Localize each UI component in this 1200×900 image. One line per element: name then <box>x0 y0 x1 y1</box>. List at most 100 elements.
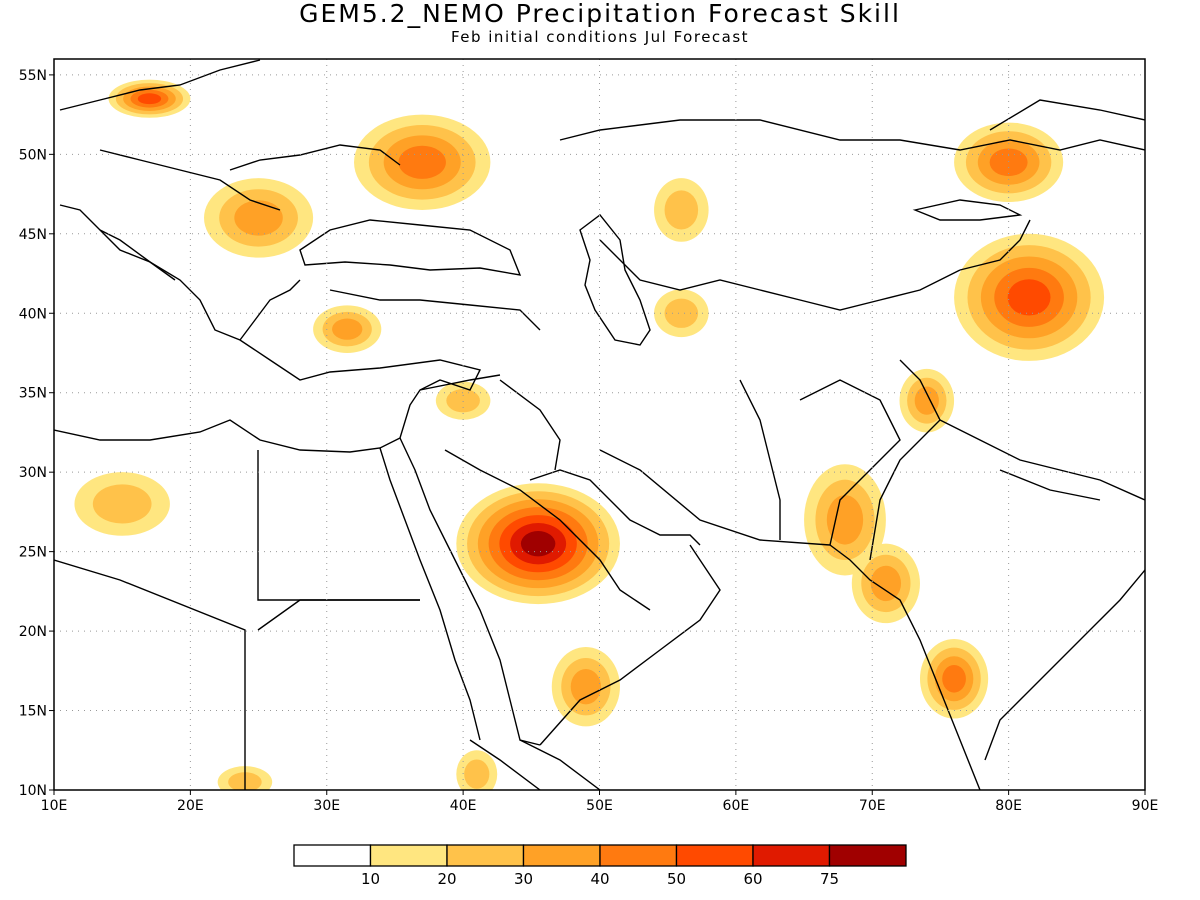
lon-tick-label: 80E <box>995 798 1022 814</box>
coastline-aegean <box>239 279 301 341</box>
lon-tick-label: 30E <box>313 798 340 814</box>
skill-level-2 <box>664 190 699 230</box>
colorbar-swatch <box>599 844 678 867</box>
skill-region-yemen <box>551 646 620 727</box>
skill-region-balkans <box>204 178 314 258</box>
coastline-baltic <box>59 59 261 111</box>
coastline-adriatic <box>99 229 176 281</box>
skill-level-2 <box>664 298 699 328</box>
skill-region-syria <box>435 381 491 420</box>
lat-tick-label: 50N <box>19 147 47 163</box>
skill-level-7 <box>520 530 556 557</box>
skill-level-3 <box>234 200 283 236</box>
colorbar-label: 60 <box>743 870 762 888</box>
chart-subtitle: Feb initial conditions Jul Forecast <box>450 28 750 46</box>
skill-region-poland <box>108 79 191 118</box>
skill-region-central-india <box>919 639 989 719</box>
lat-tick-label: 10N <box>19 783 47 799</box>
skill-region-ethiopia <box>456 750 498 790</box>
border-iran-afghan <box>739 379 781 540</box>
colorbar-label: 20 <box>437 870 456 888</box>
border-saudi <box>444 449 651 611</box>
colorbar-label: 50 <box>667 870 686 888</box>
border-ukraine <box>229 144 401 171</box>
coastline-layer <box>54 59 1145 790</box>
colorbar-swatch <box>752 844 831 867</box>
skill-region-turkey-west <box>313 305 382 353</box>
border-india-pak <box>869 359 941 561</box>
skill-level-2 <box>464 759 490 789</box>
coastline-black-sea <box>299 219 522 276</box>
coastline-balkash <box>912 199 1023 221</box>
skill-level-2 <box>92 484 152 524</box>
lon-tick-label: 20E <box>177 798 204 814</box>
skill-level-3 <box>332 318 363 340</box>
lat-tick-label: 20N <box>19 624 47 640</box>
coastline-red-sea <box>399 437 541 746</box>
lat-tick-label: 35N <box>19 386 47 402</box>
colorbar-swatch <box>293 844 372 867</box>
coastline-india-west <box>829 544 981 790</box>
coastline-red-sea-west <box>379 447 481 741</box>
lon-tick-label: 70E <box>859 798 886 814</box>
border-turkey <box>329 289 541 331</box>
skill-level-5 <box>137 93 162 105</box>
lon-tick-label: 90E <box>1132 798 1159 814</box>
lon-tick-label: 60E <box>723 798 750 814</box>
skill-region-mongolia-xinjiang <box>954 233 1105 361</box>
border-ethiopia <box>469 739 541 790</box>
lon-tick-label: 10E <box>41 798 68 814</box>
skill-region-arabia <box>456 483 620 605</box>
skill-level-4 <box>398 145 446 179</box>
skill-level-4 <box>989 148 1028 177</box>
border-europe-central <box>99 149 281 211</box>
lat-tick-label: 15N <box>19 704 47 720</box>
skill-region-pakistan <box>804 464 886 576</box>
skill-level-3 <box>826 495 864 545</box>
border-syria-iraq <box>419 374 501 391</box>
coastline-arabia-south <box>539 544 721 746</box>
colorbar-swatch <box>369 844 448 867</box>
lon-tick-label: 40E <box>450 798 477 814</box>
coastline-mediterranean <box>54 204 482 453</box>
lat-tick-label: 55N <box>19 68 47 84</box>
skill-region-ukraine <box>354 114 491 210</box>
border-himalaya <box>939 419 1145 501</box>
skill-region-gujarat <box>851 543 920 624</box>
chart-title: GEM5.2_NEMO Precipitation Forecast Skill <box>299 0 901 28</box>
border-sudan <box>257 599 420 631</box>
colorbar-swatch <box>522 844 601 867</box>
lat-tick-label: 45N <box>19 227 47 243</box>
skill-level-5 <box>1007 279 1051 316</box>
border-africa <box>54 559 246 790</box>
colorbar-label: 10 <box>361 870 380 888</box>
lat-tick-label: 30N <box>19 465 47 481</box>
skill-level-3 <box>914 386 939 415</box>
border-kazakh-south <box>599 239 961 311</box>
skill-region-uzbek <box>654 289 709 338</box>
lat-tick-label: 25N <box>19 545 47 561</box>
skill-region-kazakh-east <box>954 122 1064 203</box>
skill-level-3 <box>870 565 902 602</box>
border-kazakh-russia <box>559 119 1145 151</box>
skill-shading-layer <box>74 79 1105 790</box>
border-iraq-iran <box>499 379 561 471</box>
colorbar-label: 75 <box>820 870 839 888</box>
colorbar-swatch <box>446 844 525 867</box>
skill-region-aral <box>654 178 709 242</box>
colorbar-swatch <box>675 844 754 867</box>
border-afghan-pak <box>799 379 901 546</box>
colorbar-label: 40 <box>590 870 609 888</box>
border-india-east <box>999 469 1101 501</box>
coastline-somalia <box>519 739 601 790</box>
coastline-iran-south <box>599 449 831 546</box>
colorbar-label: 30 <box>514 870 533 888</box>
skill-level-2 <box>446 388 480 413</box>
coastline-persian-gulf <box>529 469 701 546</box>
border-china-west <box>959 219 1031 271</box>
colorbar: 10 20 30 40 50 60 75 <box>293 844 907 888</box>
skill-level-3 <box>570 669 602 705</box>
lat-tick-label: 40N <box>19 306 47 322</box>
coastline-caspian <box>579 214 651 346</box>
